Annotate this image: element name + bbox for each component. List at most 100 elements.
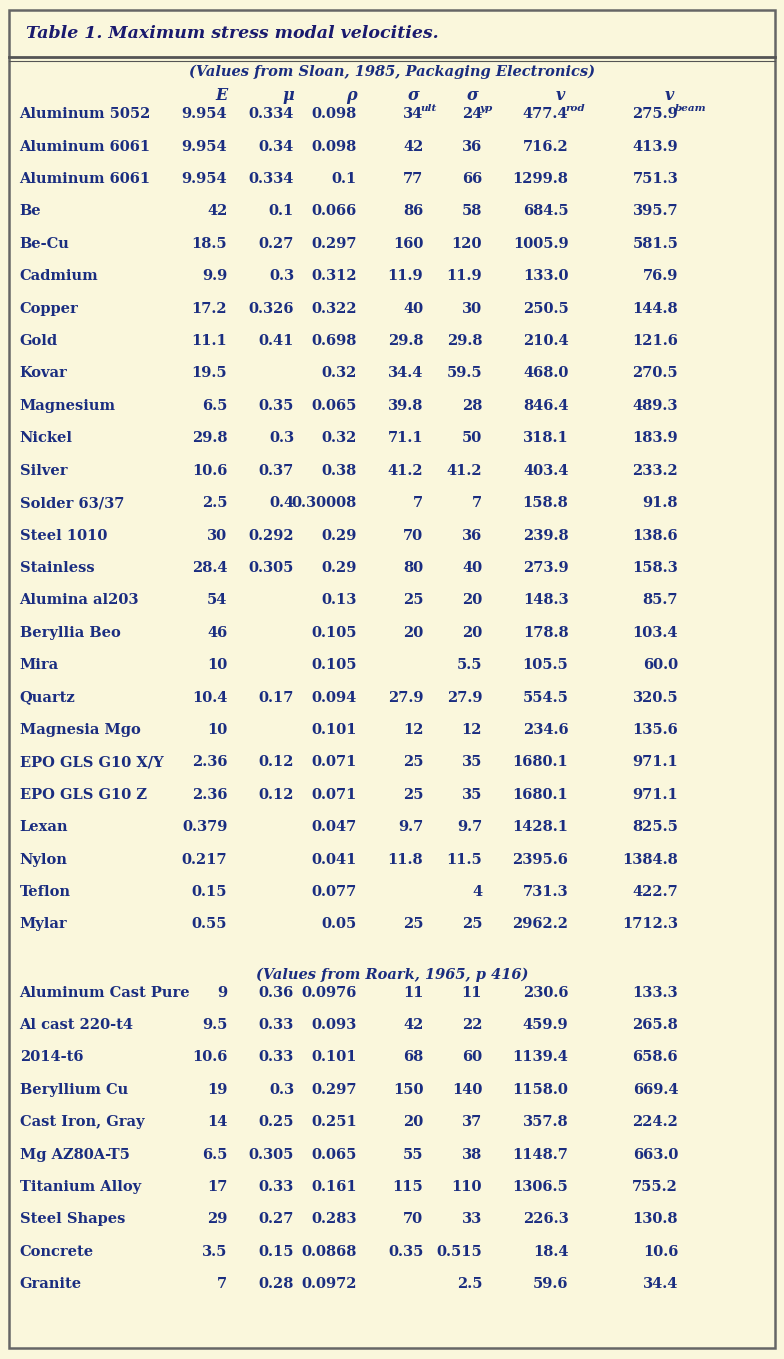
Text: 6.5: 6.5 xyxy=(202,398,227,413)
Text: 80: 80 xyxy=(403,561,423,575)
Text: Al cast 220-t4: Al cast 220-t4 xyxy=(20,1018,133,1031)
Text: 36: 36 xyxy=(462,529,482,542)
Text: 581.5: 581.5 xyxy=(632,236,678,251)
Text: Be-Cu: Be-Cu xyxy=(20,236,70,251)
Text: 0.15: 0.15 xyxy=(192,885,227,900)
Text: 70: 70 xyxy=(403,529,423,542)
Text: 1428.1: 1428.1 xyxy=(513,821,568,834)
Text: 0.334: 0.334 xyxy=(249,107,294,121)
Text: 19.5: 19.5 xyxy=(192,367,227,381)
Text: μ: μ xyxy=(282,87,294,103)
Text: 71.1: 71.1 xyxy=(388,431,423,446)
Text: 38: 38 xyxy=(462,1147,482,1162)
Text: 0.515: 0.515 xyxy=(437,1245,482,1258)
Text: 226.3: 226.3 xyxy=(523,1212,568,1226)
Text: 0.041: 0.041 xyxy=(311,852,357,867)
Text: 17.2: 17.2 xyxy=(192,302,227,315)
Text: 12: 12 xyxy=(403,723,423,737)
Text: 18.4: 18.4 xyxy=(533,1245,568,1258)
Text: 554.5: 554.5 xyxy=(522,690,568,704)
Text: 0.12: 0.12 xyxy=(259,788,294,802)
Text: 0.37: 0.37 xyxy=(259,463,294,478)
Text: 10.6: 10.6 xyxy=(643,1245,678,1258)
Text: 9.7: 9.7 xyxy=(457,821,482,834)
Text: 11.9: 11.9 xyxy=(447,269,482,283)
Text: 35: 35 xyxy=(462,788,482,802)
Text: 10: 10 xyxy=(207,723,227,737)
Text: Teflon: Teflon xyxy=(20,885,71,900)
Text: 2014-t6: 2014-t6 xyxy=(20,1051,83,1064)
Text: 0.305: 0.305 xyxy=(249,1147,294,1162)
Text: 46: 46 xyxy=(207,625,227,640)
Text: 846.4: 846.4 xyxy=(523,398,568,413)
Text: 1005.9: 1005.9 xyxy=(513,236,568,251)
Text: 250.5: 250.5 xyxy=(523,302,568,315)
Text: Aluminum 6061: Aluminum 6061 xyxy=(20,173,151,186)
Text: 158.8: 158.8 xyxy=(523,496,568,510)
Text: 0.32: 0.32 xyxy=(321,431,357,446)
Text: 239.8: 239.8 xyxy=(523,529,568,542)
Text: 138.6: 138.6 xyxy=(633,529,678,542)
Text: 0.305: 0.305 xyxy=(249,561,294,575)
Text: 77: 77 xyxy=(403,173,423,186)
Text: 0.3: 0.3 xyxy=(269,269,294,283)
Text: 10.4: 10.4 xyxy=(192,690,227,704)
Text: 0.4: 0.4 xyxy=(269,496,294,510)
Text: Solder 63/37: Solder 63/37 xyxy=(20,496,124,510)
Text: 0.071: 0.071 xyxy=(311,788,357,802)
Text: 422.7: 422.7 xyxy=(633,885,678,900)
Text: 0.3: 0.3 xyxy=(269,431,294,446)
Text: rod: rod xyxy=(565,103,585,113)
Text: 270.5: 270.5 xyxy=(633,367,678,381)
Text: 0.047: 0.047 xyxy=(311,821,357,834)
Text: 0.15: 0.15 xyxy=(259,1245,294,1258)
Text: 76.9: 76.9 xyxy=(643,269,678,283)
Text: 9.954: 9.954 xyxy=(182,173,227,186)
Text: 10.6: 10.6 xyxy=(192,1051,227,1064)
Text: EPO GLS G10 Z: EPO GLS G10 Z xyxy=(20,788,147,802)
Text: 265.8: 265.8 xyxy=(633,1018,678,1031)
Text: 9.954: 9.954 xyxy=(182,140,227,154)
Text: 0.17: 0.17 xyxy=(259,690,294,704)
Text: 357.8: 357.8 xyxy=(523,1116,568,1129)
Text: 477.4: 477.4 xyxy=(523,107,568,121)
Text: yp: yp xyxy=(479,103,492,113)
Text: 29.8: 29.8 xyxy=(388,334,423,348)
Text: 684.5: 684.5 xyxy=(523,204,568,219)
Text: 0.05: 0.05 xyxy=(321,917,357,931)
Text: 0.1: 0.1 xyxy=(332,173,357,186)
Text: 4: 4 xyxy=(472,885,482,900)
Text: 2395.6: 2395.6 xyxy=(513,852,568,867)
Text: 2962.2: 2962.2 xyxy=(513,917,568,931)
Text: 0.105: 0.105 xyxy=(311,625,357,640)
Text: 11: 11 xyxy=(403,985,423,999)
Text: Nylon: Nylon xyxy=(20,852,67,867)
Text: 20: 20 xyxy=(462,625,482,640)
Text: 0.101: 0.101 xyxy=(311,723,357,737)
Text: 25: 25 xyxy=(403,788,423,802)
Text: σ: σ xyxy=(408,87,419,103)
Text: 395.7: 395.7 xyxy=(633,204,678,219)
Text: 1680.1: 1680.1 xyxy=(513,788,568,802)
Text: 403.4: 403.4 xyxy=(523,463,568,478)
Text: 110: 110 xyxy=(452,1180,482,1195)
Text: Cast Iron, Gray: Cast Iron, Gray xyxy=(20,1116,144,1129)
Text: 33: 33 xyxy=(462,1212,482,1226)
Text: 41.2: 41.2 xyxy=(388,463,423,478)
Text: 224.2: 224.2 xyxy=(632,1116,678,1129)
Text: 25: 25 xyxy=(462,917,482,931)
Text: Copper: Copper xyxy=(20,302,78,315)
Text: 54: 54 xyxy=(207,594,227,607)
Text: 34: 34 xyxy=(403,107,423,121)
Text: 413.9: 413.9 xyxy=(633,140,678,154)
Text: 0.251: 0.251 xyxy=(311,1116,357,1129)
Text: 0.105: 0.105 xyxy=(311,658,357,673)
Text: 11.1: 11.1 xyxy=(191,334,227,348)
Text: 18.5: 18.5 xyxy=(192,236,227,251)
Text: v: v xyxy=(555,87,564,103)
Text: 0.312: 0.312 xyxy=(311,269,357,283)
Text: 10: 10 xyxy=(207,658,227,673)
Text: 0.29: 0.29 xyxy=(321,561,357,575)
Text: σ: σ xyxy=(466,87,478,103)
Text: 27.9: 27.9 xyxy=(447,690,482,704)
